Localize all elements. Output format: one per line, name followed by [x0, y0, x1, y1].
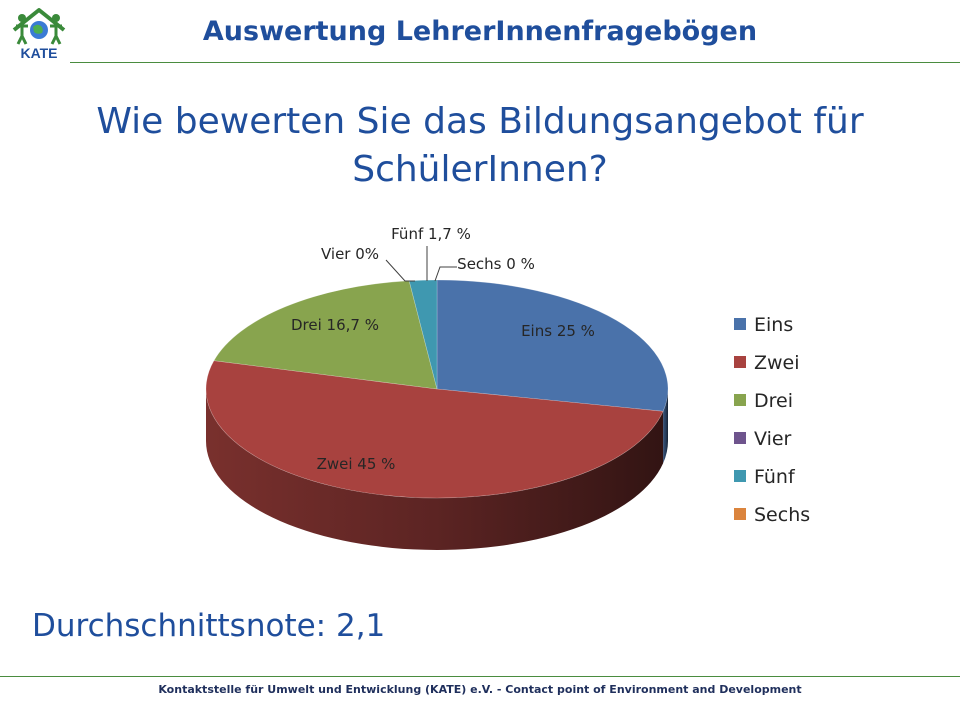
pie-wall-eins — [663, 389, 668, 464]
kate-logo: KATE — [6, 4, 72, 62]
legend-swatch-zwei — [734, 356, 746, 368]
legend-label-drei: Drei — [754, 390, 793, 412]
legend-swatch-vier — [734, 432, 746, 444]
leader-line-vier — [385, 259, 415, 282]
logo-text: KATE — [20, 45, 57, 61]
data-label-fünf: Fünf 1,7 % — [391, 225, 471, 243]
legend-label-fünf: Fünf — [754, 466, 796, 488]
pie-slice-drei — [213, 280, 438, 390]
legend-swatch-fünf — [734, 470, 746, 482]
question-line-1: Wie bewerten Sie das Bildungsangebot für — [96, 101, 864, 142]
legend-label-sechs: Sechs — [754, 504, 810, 526]
page-title: Auswertung LehrerInnenfragebögen — [202, 16, 758, 47]
legend-swatch-drei — [734, 394, 746, 406]
legend-label-vier: Vier — [754, 428, 792, 450]
leader-line-sechs — [434, 266, 457, 282]
footer-text: Kontaktstelle für Umwelt und Entwicklung… — [158, 683, 802, 696]
survey-question: Wie bewerten Sie das Bildungsangebot für… — [60, 98, 900, 194]
legend-swatch-eins — [734, 318, 746, 330]
data-label-zwei: Zwei 45 % — [317, 455, 396, 473]
data-label-drei: Drei 16,7 % — [291, 316, 379, 334]
data-label-sechs: Sechs 0 % — [457, 255, 535, 273]
data-label-vier: Vier 0% — [321, 245, 379, 263]
pie-slice-eins — [436, 279, 669, 412]
pie-slice-zwei — [205, 360, 664, 499]
average-grade: Durchschnittsnote: 2,1 — [32, 608, 386, 644]
legend-swatch-sechs — [734, 508, 746, 520]
data-label-eins: Eins 25 % — [521, 322, 595, 340]
legend-label-zwei: Zwei — [754, 352, 800, 374]
header-divider — [70, 62, 960, 63]
legend-label-eins: Eins — [754, 314, 793, 336]
question-line-2: SchülerInnen? — [352, 149, 608, 190]
footer-divider — [0, 676, 960, 677]
pie-wall-zwei — [206, 389, 664, 551]
